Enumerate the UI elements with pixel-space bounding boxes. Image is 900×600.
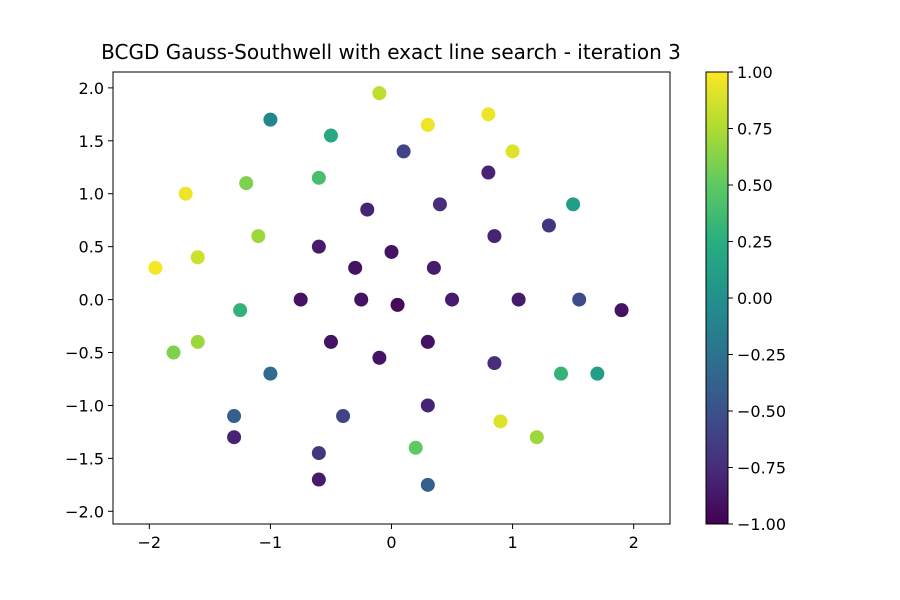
x-tick-label: 2 xyxy=(629,533,639,552)
x-tick-label: −2 xyxy=(138,533,162,552)
colorbar-axis: 1.00 0.75 0.50 0.25 0.00 −0.25 −0.50 −0.75 −1.00 xyxy=(728,63,786,534)
scatter-point xyxy=(396,144,411,159)
scatter-point xyxy=(323,128,338,143)
scatter-point xyxy=(432,197,447,212)
colorbar xyxy=(705,71,729,525)
y-tick-label: 1.0 xyxy=(79,185,104,204)
scatter-point xyxy=(372,350,387,365)
x-axis: −2 −1 0 1 2 xyxy=(138,524,639,552)
scatter-point xyxy=(511,292,526,307)
scatter-point xyxy=(311,472,326,487)
scatter-point xyxy=(166,345,181,360)
scatter-point xyxy=(481,165,496,180)
scatter-points xyxy=(148,86,629,492)
scatter-point xyxy=(487,229,502,244)
colorbar-tick-label: 0.50 xyxy=(737,176,773,195)
y-axis: 2.0 1.5 1.0 0.5 0.0 −0.5 −1.0 −1.5 −2.0 xyxy=(65,79,113,521)
scatter-point xyxy=(572,292,587,307)
scatter-point xyxy=(311,239,326,254)
scatter-point xyxy=(481,107,496,122)
colorbar-tick-label: −1.00 xyxy=(737,515,786,534)
y-tick-label: −0.5 xyxy=(65,344,104,363)
colorbar-tick-label: 0.75 xyxy=(737,120,773,139)
scatter-point xyxy=(493,414,508,429)
y-tick-label: 0.5 xyxy=(79,238,104,257)
scatter-point xyxy=(227,409,242,424)
scatter-point xyxy=(554,366,569,381)
scatter-point xyxy=(190,334,205,349)
scatter-point xyxy=(251,229,266,244)
scatter-point xyxy=(541,218,556,233)
y-tick-label: −1.5 xyxy=(65,449,104,468)
scatter-point xyxy=(178,186,193,201)
scatter-point xyxy=(420,477,435,492)
colorbar-tick-label: −0.25 xyxy=(737,346,786,365)
scatter-point xyxy=(239,176,254,191)
y-tick-label: −1.0 xyxy=(65,396,104,415)
colorbar-tick-label: −0.75 xyxy=(737,459,786,478)
scatter-point xyxy=(233,303,248,318)
scatter-point xyxy=(420,398,435,413)
scatter-point xyxy=(487,356,502,371)
scatter-point xyxy=(348,260,363,275)
scatter-point xyxy=(529,430,544,445)
y-tick-label: 0.0 xyxy=(79,291,104,310)
scatter-point xyxy=(190,250,205,265)
x-tick-label: 1 xyxy=(507,533,517,552)
y-tick-label: −2.0 xyxy=(65,502,104,521)
scatter-point xyxy=(505,144,520,159)
x-tick-label: −1 xyxy=(259,533,283,552)
colorbar-tick-label: 1.00 xyxy=(737,63,773,82)
y-tick-label: 1.5 xyxy=(79,132,104,151)
x-tick-label: 0 xyxy=(386,533,396,552)
scatter-point xyxy=(590,366,605,381)
scatter-point xyxy=(354,292,369,307)
scatter-point xyxy=(420,117,435,132)
scatter-point xyxy=(336,409,351,424)
scatter-point xyxy=(293,292,308,307)
scatter-point xyxy=(614,303,629,318)
scatter-point xyxy=(311,170,326,185)
scatter-point xyxy=(408,440,423,455)
colorbar-tick-label: −0.50 xyxy=(737,402,786,421)
scatter-point xyxy=(426,260,441,275)
scatter-point xyxy=(390,297,405,312)
scatter-point xyxy=(384,244,399,259)
scatter-point xyxy=(227,430,242,445)
scatter-point xyxy=(566,197,581,212)
plot-frame xyxy=(112,71,671,525)
scatter-point xyxy=(263,112,278,127)
scatter-point xyxy=(420,334,435,349)
scatter-point xyxy=(372,86,387,101)
scatter-point xyxy=(311,446,326,461)
scatter-point xyxy=(445,292,460,307)
scatter-point xyxy=(148,260,163,275)
colorbar-tick-label: 0.25 xyxy=(737,233,773,252)
scatter-point xyxy=(263,366,278,381)
y-tick-label: 2.0 xyxy=(79,79,104,98)
colorbar-tick-label: 0.00 xyxy=(737,289,773,308)
chart-title: BCGD Gauss-Southwell with exact line sea… xyxy=(101,40,681,64)
scatter-point xyxy=(360,202,375,217)
scatter-point xyxy=(323,334,338,349)
